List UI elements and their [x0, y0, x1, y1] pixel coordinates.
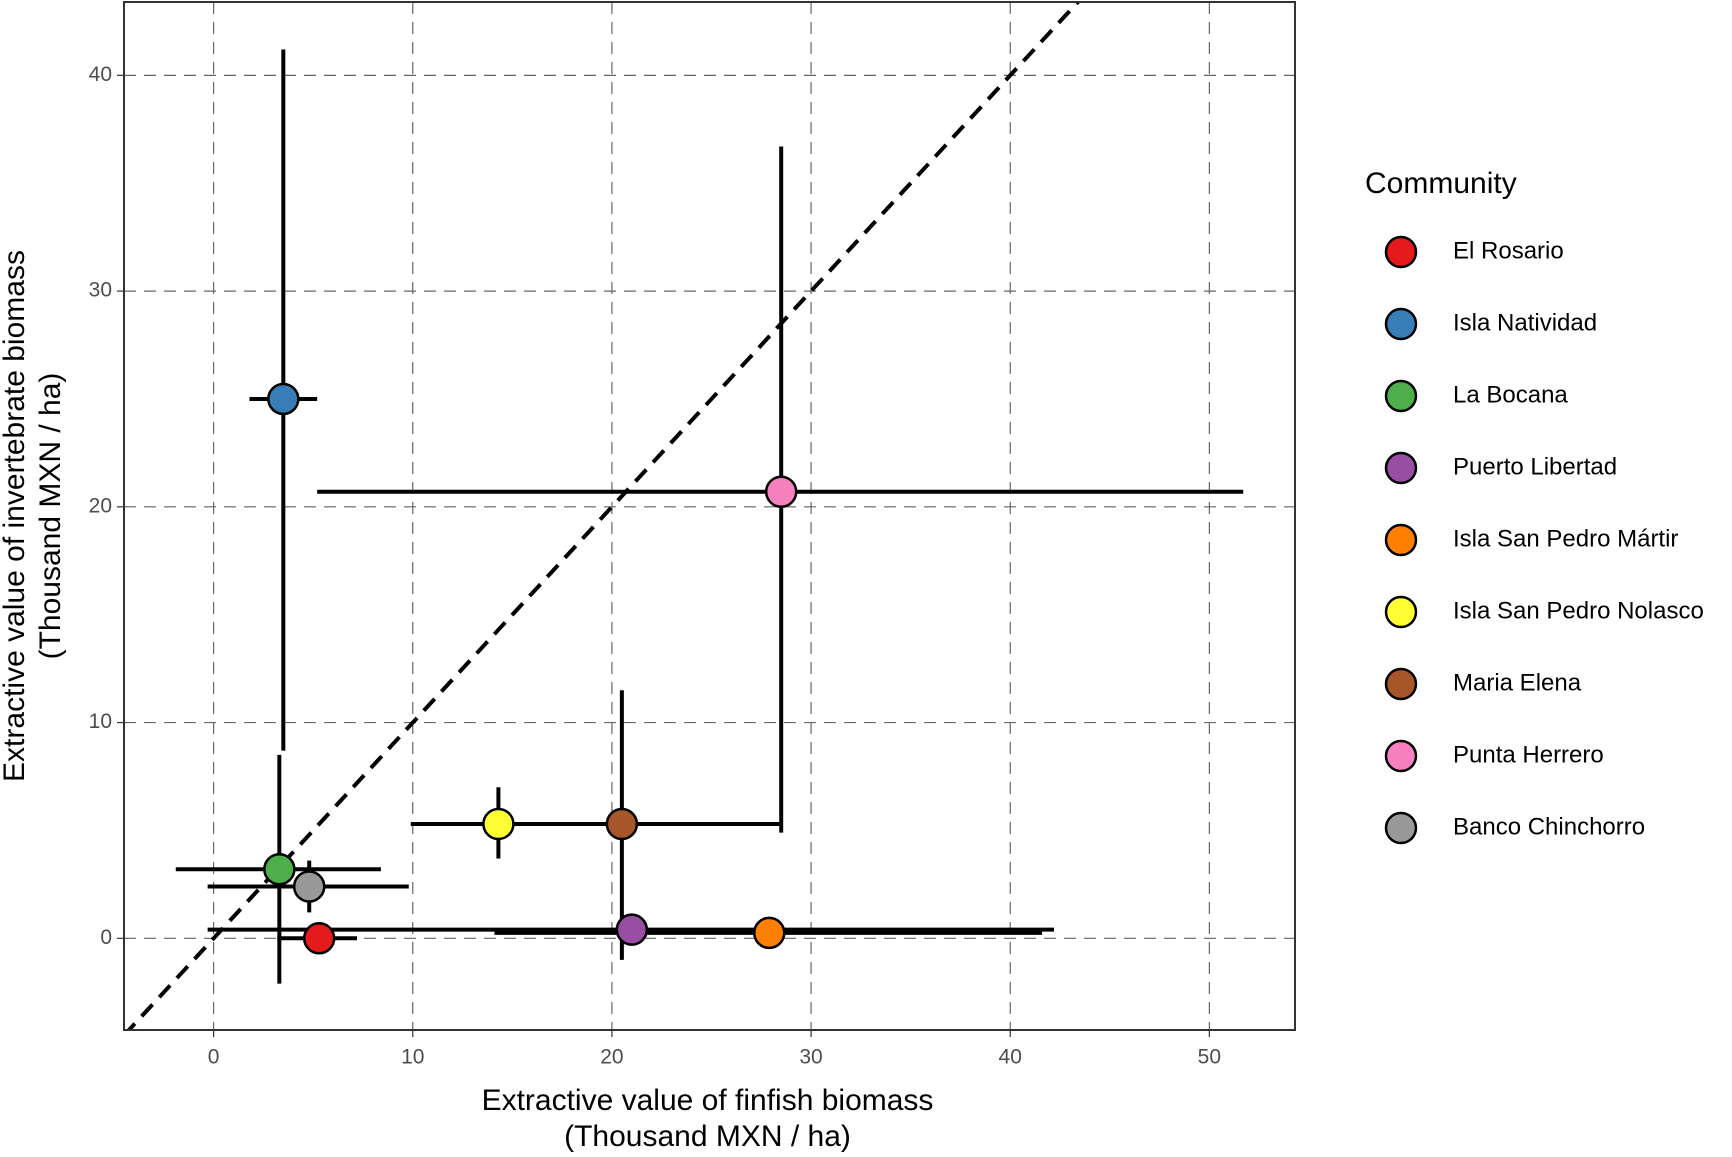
- legend-swatch: [1384, 235, 1418, 269]
- y-tick-label: 40: [89, 63, 112, 86]
- panel-border: [123, 1, 1296, 1031]
- legend-label: Isla Natividad: [1453, 309, 1597, 336]
- legend-swatch: [1384, 307, 1418, 341]
- y-tick-label: 20: [89, 494, 112, 517]
- legend-label: Puerto Libertad: [1453, 453, 1617, 480]
- point: [764, 475, 798, 508]
- y-tick-label: 10: [89, 710, 112, 733]
- point: [267, 382, 300, 416]
- x-tick-label: 10: [401, 1046, 424, 1069]
- legend-swatch: [1384, 451, 1418, 485]
- point: [263, 853, 296, 886]
- x-tick-label: 20: [600, 1046, 623, 1069]
- x-tick-label: 40: [999, 1046, 1022, 1069]
- x-axis-title: Extractive value of finfish biomass: [482, 1084, 934, 1117]
- legend-label: Maria Elena: [1453, 669, 1582, 696]
- legend-label: Isla San Pedro Nolasco: [1453, 597, 1704, 624]
- legend-label: Punta Herrero: [1453, 741, 1604, 768]
- x-tick-label: 30: [799, 1046, 822, 1069]
- x-tick-label: 50: [1198, 1046, 1221, 1069]
- legend-swatch: [1384, 811, 1418, 845]
- point: [752, 916, 786, 950]
- y-tick-label: 30: [89, 279, 112, 302]
- legend-label: El Rosario: [1453, 237, 1564, 264]
- x-axis-title: (Thousand MXN / ha): [564, 1120, 851, 1153]
- plot-area: [126, 2, 1244, 1030]
- point: [615, 913, 649, 946]
- legend-label: La Bocana: [1453, 381, 1568, 408]
- y-axis-title: (Thousand MXN / ha): [34, 373, 67, 660]
- x-tick-label: 0: [208, 1046, 220, 1069]
- point: [302, 922, 336, 955]
- point: [482, 807, 515, 841]
- legend-label: Banco Chinchorro: [1453, 813, 1645, 840]
- point: [605, 807, 639, 841]
- identity-line: [126, 2, 1081, 1030]
- legend-label: Isla San Pedro Mártir: [1453, 525, 1678, 552]
- legend-swatch: [1384, 739, 1418, 773]
- legend-swatch: [1384, 523, 1418, 557]
- legend-swatch: [1384, 667, 1418, 701]
- y-tick-label: 0: [100, 926, 112, 949]
- y-axis-title: Extractive value of invertebrate biomass: [0, 250, 31, 782]
- legend-title: Community: [1365, 167, 1517, 200]
- legend-swatch: [1384, 379, 1418, 413]
- legend-swatch: [1384, 595, 1418, 629]
- point: [292, 870, 326, 903]
